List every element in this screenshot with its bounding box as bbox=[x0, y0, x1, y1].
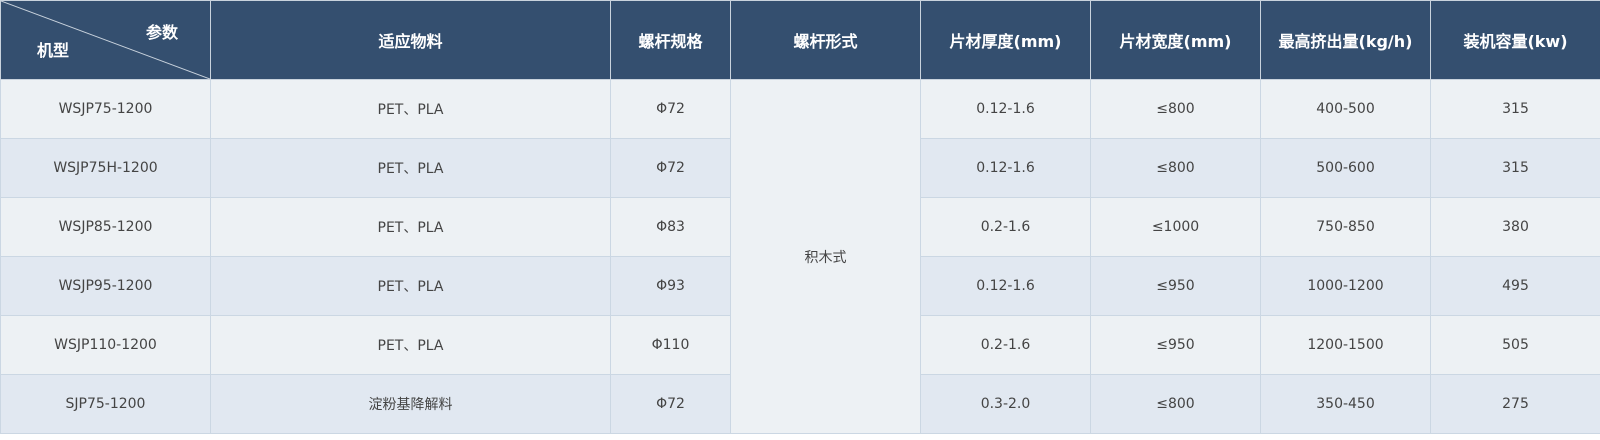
table-row: SJP75-1200 淀粉基降解料 Φ72 0.3-2.0 ≤800 350-450 275 bbox=[0, 374, 1600, 434]
cell-screw: Φ83 bbox=[610, 197, 731, 257]
cell-width: ≤950 bbox=[1090, 256, 1261, 316]
cell-screw-type: 积木式 bbox=[730, 79, 921, 434]
col-output: 最高挤出量(kg/h) bbox=[1260, 0, 1431, 80]
cell-width: ≤950 bbox=[1090, 315, 1261, 375]
cell-thickness: 0.3-2.0 bbox=[920, 374, 1091, 434]
cell-width: ≤800 bbox=[1090, 79, 1261, 139]
cell-material: PET、PLA bbox=[210, 79, 611, 139]
cell-output: 350-450 bbox=[1260, 374, 1431, 434]
cell-screw: Φ72 bbox=[610, 79, 731, 139]
cell-power: 505 bbox=[1430, 315, 1600, 375]
corner-header: 参数 机型 bbox=[0, 0, 211, 80]
diagonal-divider bbox=[1, 1, 210, 79]
cell-thickness: 0.2-1.6 bbox=[920, 315, 1091, 375]
cell-output: 500-600 bbox=[1260, 138, 1431, 198]
header-row: 参数 机型 适应物料 螺杆规格 螺杆形式 片材厚度(mm) 片材宽度(mm) 最… bbox=[0, 0, 1600, 80]
cell-power: 380 bbox=[1430, 197, 1600, 257]
col-thickness: 片材厚度(mm) bbox=[920, 0, 1091, 80]
col-screw-type: 螺杆形式 bbox=[730, 0, 921, 80]
cell-thickness: 0.2-1.6 bbox=[920, 197, 1091, 257]
cell-width: ≤800 bbox=[1090, 374, 1261, 434]
cell-model: WSJP75H-1200 bbox=[0, 138, 211, 198]
cell-material: PET、PLA bbox=[210, 197, 611, 257]
cell-width: ≤1000 bbox=[1090, 197, 1261, 257]
cell-material: 淀粉基降解料 bbox=[210, 374, 611, 434]
cell-power: 315 bbox=[1430, 79, 1600, 139]
cell-material: PET、PLA bbox=[210, 315, 611, 375]
cell-screw: Φ93 bbox=[610, 256, 731, 316]
cell-thickness: 0.12-1.6 bbox=[920, 138, 1091, 198]
table-row: WSJP75H-1200 PET、PLA Φ72 0.12-1.6 ≤800 500-60… bbox=[0, 138, 1600, 198]
cell-power: 495 bbox=[1430, 256, 1600, 316]
table-row: WSJP75-1200 PET、PLA Φ72 积木式 0.12-1.6 ≤800 400-… bbox=[0, 79, 1600, 434]
col-width: 片材宽度(mm) bbox=[1090, 0, 1261, 80]
cell-thickness: 0.12-1.6 bbox=[920, 79, 1091, 139]
cell-output: 750-850 bbox=[1260, 197, 1431, 257]
col-screw-spec: 螺杆规格 bbox=[610, 0, 731, 80]
cell-power: 315 bbox=[1430, 138, 1600, 198]
corner-model-label: 机型 bbox=[37, 41, 70, 60]
cell-model: SJP75-1200 bbox=[0, 374, 211, 434]
cell-output: 1200-1500 bbox=[1260, 315, 1431, 375]
table-row: WSJP85-1200 PET、PLA Φ83 0.2-1.6 ≤1000 750-850… bbox=[0, 197, 1600, 257]
col-material: 适应物料 bbox=[210, 0, 611, 80]
col-power: 装机容量(kw) bbox=[1430, 0, 1600, 80]
cell-screw: Φ72 bbox=[610, 374, 731, 434]
cell-model: WSJP85-1200 bbox=[0, 197, 211, 257]
corner-params-label: 参数 bbox=[145, 23, 178, 42]
cell-model: WSJP110-1200 bbox=[0, 315, 211, 375]
cell-output: 1000-1200 bbox=[1260, 256, 1431, 316]
cell-screw: Φ72 bbox=[610, 138, 731, 198]
cell-width: ≤800 bbox=[1090, 138, 1261, 198]
cell-output: 400-500 bbox=[1260, 79, 1431, 139]
table-row: WSJP110-1200 PET、PLA Φ110 0.2-1.6 ≤950 1200-1… bbox=[0, 315, 1600, 375]
cell-material: PET、PLA bbox=[210, 138, 611, 198]
cell-thickness: 0.12-1.6 bbox=[920, 256, 1091, 316]
cell-material: PET、PLA bbox=[210, 256, 611, 316]
cell-power: 275 bbox=[1430, 374, 1600, 434]
cell-model: WSJP95-1200 bbox=[0, 256, 211, 316]
cell-model: WSJP75-1200 bbox=[0, 79, 211, 139]
table-row: WSJP95-1200 PET、PLA Φ93 0.12-1.6 ≤950 1000-12… bbox=[0, 256, 1600, 316]
cell-screw: Φ110 bbox=[610, 315, 731, 375]
